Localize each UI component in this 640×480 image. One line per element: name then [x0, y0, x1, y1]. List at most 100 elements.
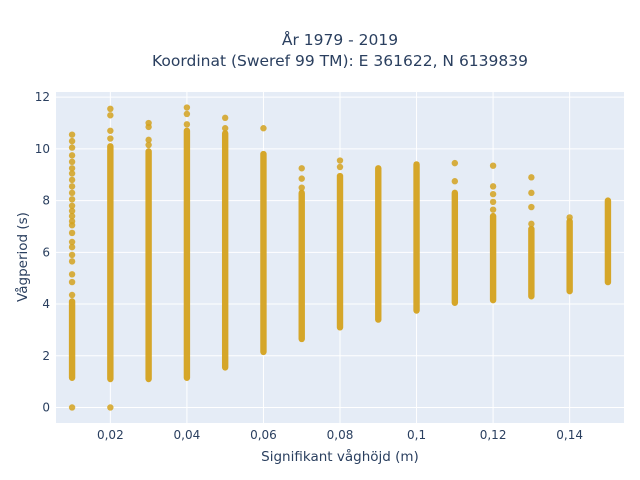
data-points — [68, 104, 612, 411]
point-column-0 — [68, 131, 76, 411]
data-point-6-2 — [298, 165, 305, 172]
data-point-7-0 — [336, 163, 344, 171]
x-tick-label-5: 0,12 — [480, 428, 507, 442]
data-point-1-3 — [107, 112, 114, 119]
data-point-0-17 — [68, 176, 76, 184]
point-cluster-7 — [336, 172, 344, 331]
data-point-2-1 — [145, 136, 152, 144]
point-column-10 — [451, 159, 459, 306]
data-point-2-0 — [145, 141, 152, 149]
data-point-0-8 — [68, 229, 76, 237]
data-point-0-24 — [68, 131, 76, 138]
y-tick-label-6: 12 — [35, 90, 50, 104]
data-point-0-16 — [68, 183, 76, 190]
data-point-13-0 — [566, 214, 573, 221]
data-point-0-4 — [68, 258, 76, 265]
data-point-0-20 — [68, 158, 76, 166]
data-point-12-0 — [528, 220, 535, 228]
point-cluster-13 — [566, 218, 573, 295]
point-column-2 — [145, 119, 152, 383]
data-point-10-1 — [451, 159, 459, 167]
point-column-3 — [183, 104, 191, 381]
point-column-12 — [528, 174, 535, 300]
y-axis-title: Vågperiod (s) — [14, 212, 31, 302]
data-point-0-0 — [68, 404, 76, 411]
data-point-4-0 — [221, 125, 229, 132]
x-axis-ticks: 0,02 0,04 0,06 0,08 0,1 0,12 0,14 — [97, 428, 583, 442]
point-column-5 — [260, 125, 267, 356]
data-point-11-2 — [489, 190, 497, 198]
x-tick-label-6: 0,14 — [556, 428, 583, 442]
point-cluster-4 — [221, 130, 229, 371]
x-axis-title: Signifikant våghöjd (m) — [261, 448, 419, 465]
point-column-8 — [375, 165, 382, 323]
data-point-11-4 — [489, 162, 497, 169]
data-point-11-3 — [489, 183, 497, 190]
point-column-11 — [489, 162, 497, 304]
point-cluster-1 — [107, 143, 114, 383]
data-point-10-0 — [451, 178, 459, 185]
data-point-7-1 — [336, 157, 344, 164]
point-column-4 — [221, 114, 229, 371]
data-point-0-5 — [68, 251, 76, 259]
data-point-0-15 — [68, 189, 76, 197]
x-tick-label-2: 0,06 — [250, 428, 277, 442]
point-cluster-11 — [489, 212, 497, 304]
data-point-1-4 — [107, 105, 114, 113]
point-column-6 — [298, 165, 305, 343]
point-cluster-8 — [375, 165, 382, 323]
data-point-0-11 — [68, 212, 76, 220]
data-point-3-1 — [183, 110, 191, 118]
data-point-0-22 — [68, 144, 76, 151]
point-cluster-12 — [528, 225, 535, 300]
data-point-12-3 — [528, 174, 535, 181]
point-cluster-6 — [298, 189, 305, 343]
y-tick-label-1: 2 — [42, 349, 50, 363]
data-point-5-0 — [260, 125, 267, 132]
data-point-0-12 — [68, 207, 76, 215]
data-point-6-0 — [298, 184, 305, 191]
data-point-4-1 — [221, 114, 229, 122]
x-tick-label-0: 0,02 — [97, 428, 124, 442]
data-point-1-2 — [107, 127, 114, 134]
point-column-7 — [336, 157, 344, 331]
data-point-11-1 — [489, 198, 497, 206]
point-cluster-5 — [260, 150, 267, 356]
data-point-3-0 — [183, 121, 191, 128]
data-point-1-0 — [107, 404, 114, 411]
data-point-6-1 — [298, 175, 305, 182]
x-tick-label-1: 0,04 — [174, 428, 201, 442]
y-tick-label-2: 4 — [42, 297, 50, 311]
x-tick-label-4: 0,1 — [407, 428, 426, 442]
data-point-12-2 — [528, 189, 535, 197]
y-axis-ticks: 0 2 4 6 8 10 12 — [35, 90, 50, 414]
point-cluster-3 — [183, 127, 191, 381]
point-cluster-10 — [451, 189, 459, 306]
point-column-1 — [107, 105, 114, 411]
point-cluster-14 — [604, 197, 612, 286]
y-tick-label-3: 6 — [42, 245, 50, 259]
data-point-3-2 — [183, 104, 191, 111]
data-point-1-1 — [107, 135, 114, 142]
data-point-0-3 — [68, 271, 76, 278]
data-point-0-14 — [68, 196, 76, 203]
data-point-0-13 — [68, 202, 76, 209]
chart-title-line-2: Koordinat (Sweref 99 TM): E 361622, N 61… — [152, 52, 528, 70]
data-point-0-19 — [68, 165, 76, 172]
data-point-0-23 — [68, 137, 76, 145]
point-cluster-0 — [68, 298, 76, 381]
point-cluster-2 — [145, 148, 152, 383]
data-point-0-7 — [68, 238, 76, 246]
data-point-11-0 — [489, 206, 497, 213]
data-point-0-18 — [68, 170, 76, 177]
data-point-0-10 — [68, 218, 76, 225]
y-tick-label-5: 10 — [35, 142, 50, 156]
data-point-2-3 — [145, 119, 152, 127]
chart-title-line-1: År 1979 - 2019 — [282, 30, 398, 49]
x-tick-label-3: 0,08 — [327, 428, 354, 442]
y-tick-label-0: 0 — [42, 400, 50, 414]
point-column-14 — [604, 197, 612, 286]
y-tick-label-4: 8 — [42, 194, 50, 208]
